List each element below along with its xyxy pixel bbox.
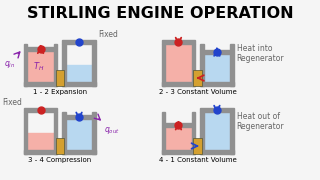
Bar xyxy=(204,53,230,82)
Bar xyxy=(66,115,92,119)
Text: Heat into
Regenerator: Heat into Regenerator xyxy=(236,44,284,63)
Bar xyxy=(54,112,58,154)
Bar xyxy=(62,44,66,86)
Bar xyxy=(194,70,202,86)
Bar xyxy=(24,44,28,86)
Bar xyxy=(28,133,54,150)
Text: Fixed: Fixed xyxy=(98,30,118,39)
Bar xyxy=(54,44,58,86)
Bar xyxy=(66,65,92,82)
Text: $q_{out}$: $q_{out}$ xyxy=(104,125,120,136)
Bar xyxy=(192,44,195,86)
Bar xyxy=(165,127,192,150)
Bar xyxy=(24,150,58,154)
Text: Fixed: Fixed xyxy=(2,98,22,107)
Bar xyxy=(200,112,204,154)
Text: Heat out of
Regenerator: Heat out of Regenerator xyxy=(236,112,284,131)
Bar xyxy=(162,40,195,44)
Bar xyxy=(24,82,58,86)
Text: 1 - 2 Expansion: 1 - 2 Expansion xyxy=(33,89,87,95)
Bar xyxy=(92,44,96,86)
Bar xyxy=(92,112,96,154)
Bar xyxy=(230,44,234,86)
Bar xyxy=(165,123,192,127)
Text: 3 - 4 Compression: 3 - 4 Compression xyxy=(28,157,92,163)
Bar xyxy=(162,150,195,154)
Bar xyxy=(165,44,192,82)
Text: 2 - 3 Constant Volume: 2 - 3 Constant Volume xyxy=(159,89,236,95)
Bar xyxy=(200,108,234,112)
Bar xyxy=(24,112,28,154)
Bar xyxy=(62,40,96,44)
Bar xyxy=(204,112,230,150)
Bar xyxy=(204,50,230,53)
Bar xyxy=(162,82,195,86)
Text: $q_{in}$: $q_{in}$ xyxy=(4,59,15,70)
Bar xyxy=(200,44,204,86)
Bar xyxy=(194,138,202,154)
Bar xyxy=(56,70,64,86)
Text: $T_H$: $T_H$ xyxy=(33,60,44,73)
Text: STIRLING ENGINE OPERATION: STIRLING ENGINE OPERATION xyxy=(27,6,294,21)
Bar xyxy=(200,150,234,154)
Bar xyxy=(62,82,96,86)
Bar xyxy=(28,47,54,51)
Bar xyxy=(230,112,234,154)
Bar xyxy=(24,108,58,112)
Bar xyxy=(192,112,195,154)
Bar xyxy=(162,44,165,86)
Bar xyxy=(66,119,92,150)
Bar xyxy=(62,150,96,154)
Bar xyxy=(28,51,54,82)
Text: 4 - 1 Constant Volume: 4 - 1 Constant Volume xyxy=(159,157,236,163)
Bar xyxy=(162,112,165,154)
Bar xyxy=(56,138,64,154)
Bar xyxy=(200,82,234,86)
Bar xyxy=(62,112,66,154)
